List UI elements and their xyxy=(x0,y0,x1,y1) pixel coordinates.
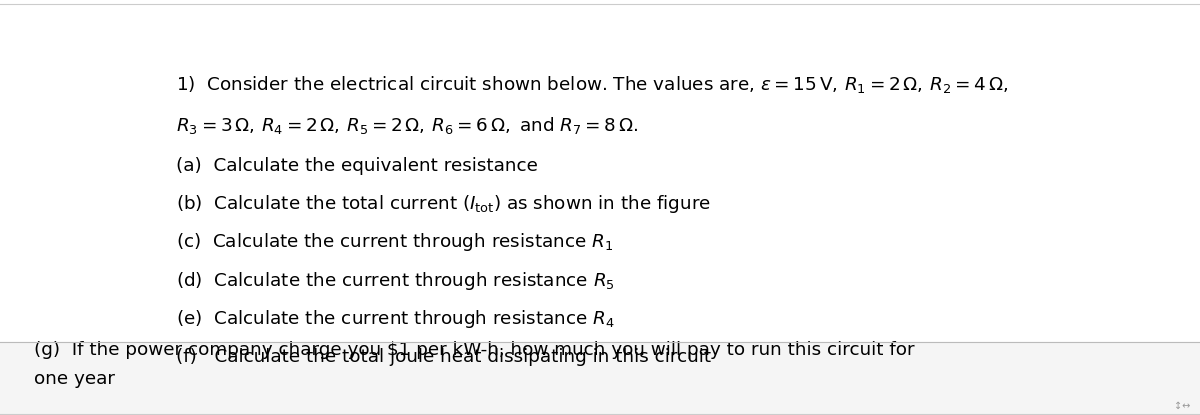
Text: (d)  Calculate the current through resistance $R_5$: (d) Calculate the current through resist… xyxy=(176,270,614,292)
Text: $R_3 = 3\,\Omega,\, R_4 = 2\,\Omega,\, R_5 = 2\,\Omega,\, R_6 = 6\,\Omega,$ and : $R_3 = 3\,\Omega,\, R_4 = 2\,\Omega,\, R… xyxy=(176,115,638,136)
Text: (a)  Calculate the equivalent resistance: (a) Calculate the equivalent resistance xyxy=(176,156,538,175)
Text: (g)  If the power company charge you $1 per kW-h, how much you will pay to run t: (g) If the power company charge you $1 p… xyxy=(34,342,914,359)
Text: 1)  Consider the electrical circuit shown below. The values are, $\varepsilon = : 1) Consider the electrical circuit shown… xyxy=(176,74,1008,95)
Text: (e)  Calculate the current through resistance $R_4$: (e) Calculate the current through resist… xyxy=(176,308,614,330)
Text: (f)   Calculate the total joule heat dissipating in this circuit: (f) Calculate the total joule heat dissi… xyxy=(176,348,712,366)
Text: one year: one year xyxy=(34,371,115,388)
Text: (b)  Calculate the total current ($I_{\mathrm{tot}}$) as shown in the figure: (b) Calculate the total current ($I_{\ma… xyxy=(176,193,712,215)
Text: ↕↔: ↕↔ xyxy=(1174,401,1190,411)
Text: (c)  Calculate the current through resistance $R_1$: (c) Calculate the current through resist… xyxy=(176,231,613,253)
